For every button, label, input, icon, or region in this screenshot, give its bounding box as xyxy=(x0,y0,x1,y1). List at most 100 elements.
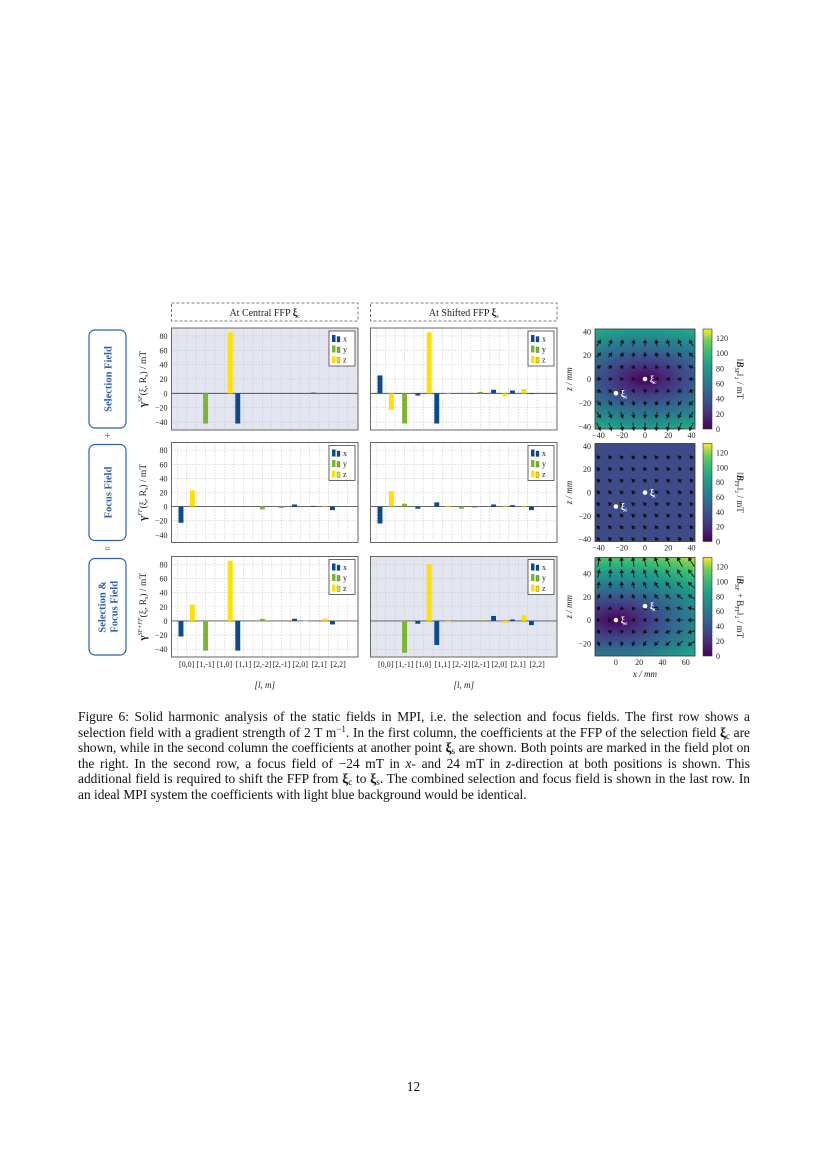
plot-frame xyxy=(171,556,359,658)
bar-z xyxy=(227,332,233,394)
field-arrow xyxy=(596,478,601,484)
field-arrow xyxy=(630,388,635,394)
field-arrow xyxy=(654,640,659,647)
y-tick-label: 20 xyxy=(160,375,168,384)
field-arrow xyxy=(631,490,636,495)
z-axis-label: z / mm xyxy=(564,367,574,392)
field-arrow xyxy=(631,581,636,589)
field-arrow xyxy=(631,606,636,611)
field-arrow xyxy=(642,364,648,369)
bar-y xyxy=(203,393,209,424)
y-label-unit: ) / mT xyxy=(138,464,149,488)
bar-x xyxy=(491,504,497,507)
column-header-1: At Shifted FFP ξs xyxy=(429,308,499,320)
bar-chart-1-0: xyz −40 −20 0 20 40 60 80 γFF(ξ, Rs) / mT xyxy=(137,442,359,543)
field-arrow xyxy=(607,537,613,542)
x-axis-label: x / mm xyxy=(632,669,657,679)
symbol-subscript: s xyxy=(625,508,628,514)
field-plot-frame xyxy=(594,443,696,542)
x-tick-label: [2,-2] xyxy=(452,660,470,669)
z-tick-label: −20 xyxy=(578,399,591,408)
field-arrow xyxy=(620,376,625,382)
z-tick-label: −20 xyxy=(578,639,591,648)
x-tick-label: [0,0] xyxy=(378,660,394,669)
field-arrow xyxy=(642,525,648,530)
field-arrow xyxy=(642,411,648,419)
bar-y xyxy=(477,620,483,621)
field-arrow xyxy=(596,617,601,623)
legend-swatch-y xyxy=(535,461,540,468)
caption-text: are shown, while in the second column th… xyxy=(78,724,750,756)
legend-swatch-z xyxy=(531,470,535,478)
field-arrow xyxy=(689,339,694,347)
field-arrow xyxy=(596,339,601,347)
field-arrow xyxy=(608,617,613,623)
field-arrow xyxy=(665,594,671,600)
caption-label: Figure 6: xyxy=(78,709,129,724)
field-arrow xyxy=(665,640,671,646)
x-tick-label: [1,1] xyxy=(435,660,451,669)
y-label-subscript: s xyxy=(144,596,150,599)
field-arrow xyxy=(642,556,647,567)
legend-swatch-x xyxy=(535,336,540,343)
bar-z xyxy=(521,615,527,621)
field-arrow xyxy=(642,400,648,407)
bar-z xyxy=(426,332,432,394)
legend-swatch-y xyxy=(531,345,535,353)
field-arrow xyxy=(666,537,671,542)
x-tick-label: [1,0] xyxy=(217,660,233,669)
field-arrow xyxy=(607,629,613,635)
legend-swatch-z xyxy=(332,584,336,592)
z-tick-label: 0 xyxy=(587,489,591,498)
field-arrow xyxy=(619,556,624,567)
field-arrow xyxy=(676,557,683,567)
bar-y xyxy=(259,506,265,510)
legend-swatch-x xyxy=(531,335,535,342)
field-subscript: SF xyxy=(733,367,739,374)
field-arrow xyxy=(688,365,694,370)
caption-subscript: s xyxy=(451,746,456,757)
bar-y xyxy=(402,503,408,507)
caption-symbol: ξ xyxy=(342,771,349,787)
field-arrow xyxy=(630,364,635,370)
field-arrow xyxy=(619,400,624,406)
row-label-2: Focus Field xyxy=(110,581,121,633)
gamma-symbol: γ xyxy=(137,516,149,522)
field-arrow xyxy=(631,467,636,472)
field-arrow xyxy=(666,467,671,472)
legend-swatch-x xyxy=(332,449,336,457)
legend-label-y: y xyxy=(542,345,546,354)
field-arrow xyxy=(630,569,636,578)
field-arrow xyxy=(631,629,636,634)
legend-label-y: y xyxy=(542,574,546,583)
legend-swatch-z xyxy=(336,585,341,592)
legend-swatch-x xyxy=(336,450,341,457)
row-label-box xyxy=(88,443,127,542)
field-arrow xyxy=(619,339,624,347)
field-arrow xyxy=(688,376,694,382)
field-arrow xyxy=(677,467,683,472)
x-tick-label: [2,0] xyxy=(492,660,508,669)
field-arrow xyxy=(596,352,602,358)
caption-superscript: −1 xyxy=(336,723,346,734)
ffp-point-marker xyxy=(613,504,619,509)
legend-swatch-z xyxy=(332,470,336,478)
field-arrow xyxy=(689,537,694,542)
page-number: 12 xyxy=(406,1079,421,1094)
x-tick-label: [2,2] xyxy=(330,660,346,669)
y-tick-label: 40 xyxy=(160,361,168,370)
x-tick-label: 40 xyxy=(688,544,696,553)
unit-text: ‖₂ / mT xyxy=(735,613,745,639)
bar-z xyxy=(502,393,508,397)
y-axis-label: γSF+FF(ξ, Rs) / mT xyxy=(137,573,150,642)
y-tick-label: 20 xyxy=(160,603,168,612)
bar-x xyxy=(434,502,440,507)
field-arrow xyxy=(596,525,601,530)
field-arrow xyxy=(688,400,694,406)
bar-x xyxy=(415,506,421,509)
legend-label-z: z xyxy=(343,470,347,479)
legend-swatch-z xyxy=(531,356,535,363)
field-arrow xyxy=(665,556,671,567)
gamma-symbol: γ xyxy=(137,402,149,408)
colorbar-tick-label: 0 xyxy=(716,538,720,547)
